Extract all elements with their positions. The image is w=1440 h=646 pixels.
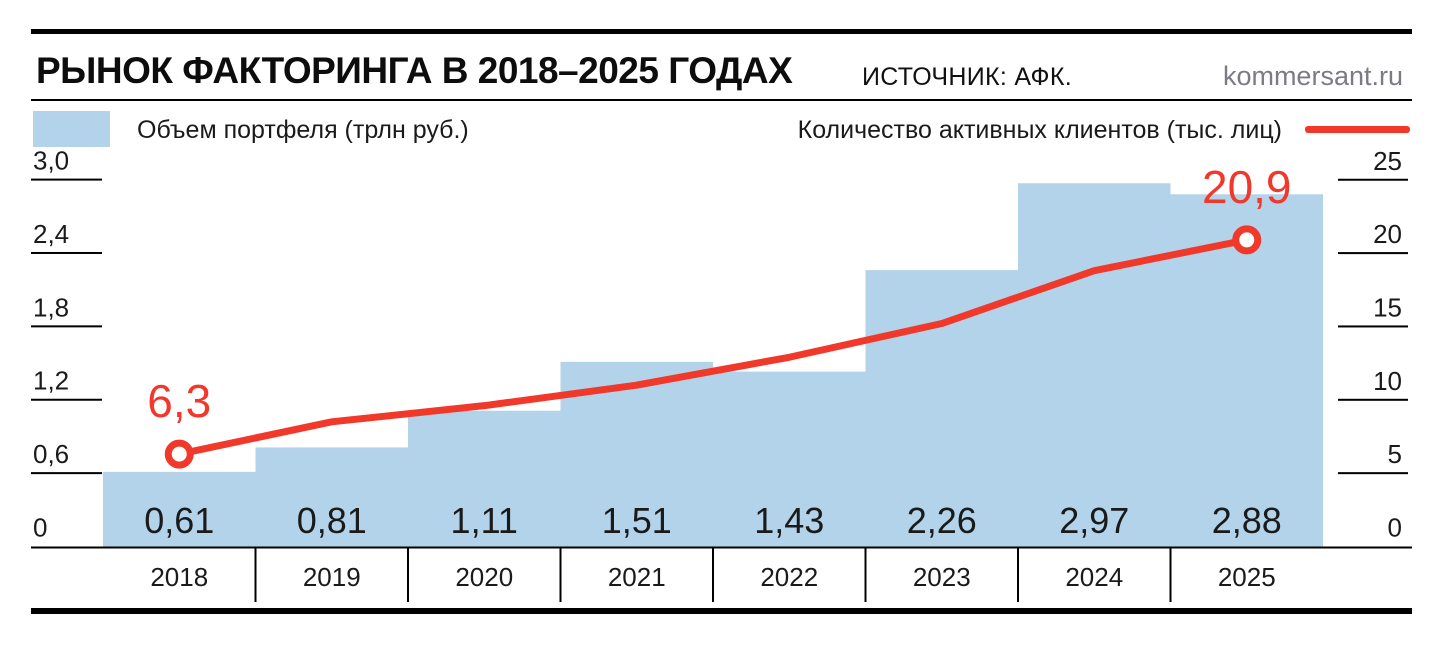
bar-value-label: 2,97: [1059, 500, 1129, 541]
bar-2023: [865, 270, 1018, 547]
left-axis-tick: [31, 398, 102, 401]
x-axis-separator: [254, 548, 257, 602]
x-axis-separator: [559, 548, 562, 602]
line-point-label: 20,9: [1202, 161, 1292, 213]
right-axis-tick: [1338, 398, 1408, 401]
year-label: 2024: [1065, 562, 1123, 592]
left-axis-tick: [31, 472, 102, 475]
site-label: kommersant.ru: [1222, 61, 1403, 91]
bar-2019: [255, 447, 408, 547]
right-axis-tick-label: 20: [1373, 219, 1402, 249]
line-point-label: 6,3: [147, 375, 211, 427]
right-axis-tick: [1338, 472, 1408, 475]
left-axis-tick-label: 0,6: [33, 439, 69, 469]
line-marker: [164, 439, 194, 469]
year-label: 2025: [1218, 562, 1276, 592]
year-label: 2020: [455, 562, 513, 592]
bar-value-label: 2,26: [907, 500, 977, 541]
left-axis-tick-label: 1,2: [33, 366, 69, 396]
year-label: 2018: [150, 562, 208, 592]
year-label: 2022: [760, 562, 818, 592]
page-title: РЫНОК ФАКТОРИНГА В 2018–2025 ГОДАХ: [36, 50, 793, 91]
x-axis-separator: [1017, 548, 1019, 602]
bar-value-label: 1,43: [754, 500, 824, 541]
bar-value-label: 0,61: [144, 500, 214, 541]
right-axis-tick: [1338, 325, 1408, 328]
right-axis-tick: [1338, 178, 1408, 181]
x-axis-separator: [1169, 548, 1172, 602]
legend-bar-swatch: [33, 111, 110, 147]
x-axis-separator: [864, 548, 867, 602]
right-axis-tick-label: 10: [1373, 366, 1402, 396]
legend-line-label: Количество активных клиентов (тыс. лиц): [797, 116, 1282, 144]
legend-bars-label: Объем портфеля (трлн руб.): [137, 116, 469, 144]
bar-2024: [1018, 183, 1171, 547]
year-label: 2023: [913, 562, 971, 592]
bar-value-label: 1,11: [451, 500, 518, 541]
line-marker: [1232, 225, 1262, 255]
factoring-chart: 3,0 2,4 1,8 1,2 0,6 0 25 20 15 10 5 0 2018 2019 2020 20…: [31, 150, 1412, 614]
left-axis-tick: [31, 251, 102, 254]
bottom-rule: [31, 608, 1412, 614]
left-axis-tick-label: 2,4: [33, 219, 69, 249]
x-axis-separator: [407, 548, 409, 602]
x-axis-separator: [712, 548, 714, 602]
bar-value-label: 1,51: [602, 500, 672, 541]
bar-2018: [103, 471, 256, 547]
source-label: ИСТОЧНИК: АФК.: [862, 63, 1072, 91]
right-axis-tick: [1338, 252, 1408, 255]
right-axis-tick-label: 25: [1373, 150, 1402, 176]
left-axis-tick: [31, 178, 102, 181]
year-label: 2021: [608, 562, 666, 592]
top-rule: [31, 29, 1412, 34]
bar-value-label: 0,81: [297, 500, 367, 541]
bar-value-label: 2,88: [1212, 500, 1282, 541]
left-axis-tick-label: 1,8: [33, 292, 69, 322]
left-axis-tick: [31, 325, 102, 328]
x-axis-line: [31, 546, 1412, 549]
right-axis-tick-label: 15: [1373, 292, 1402, 322]
header-rule: [31, 99, 1412, 101]
left-axis-tick-label: 0: [33, 513, 47, 543]
bar-2022: [713, 371, 866, 547]
bar-2020: [408, 410, 561, 547]
year-label: 2019: [303, 562, 361, 592]
legend-line-swatch: [1305, 126, 1410, 133]
clients-line: [175, 236, 1251, 458]
right-axis-tick-label: 0: [1388, 513, 1402, 543]
right-axis-tick-label: 5: [1388, 439, 1402, 469]
left-axis-tick-label: 3,0: [33, 150, 69, 176]
